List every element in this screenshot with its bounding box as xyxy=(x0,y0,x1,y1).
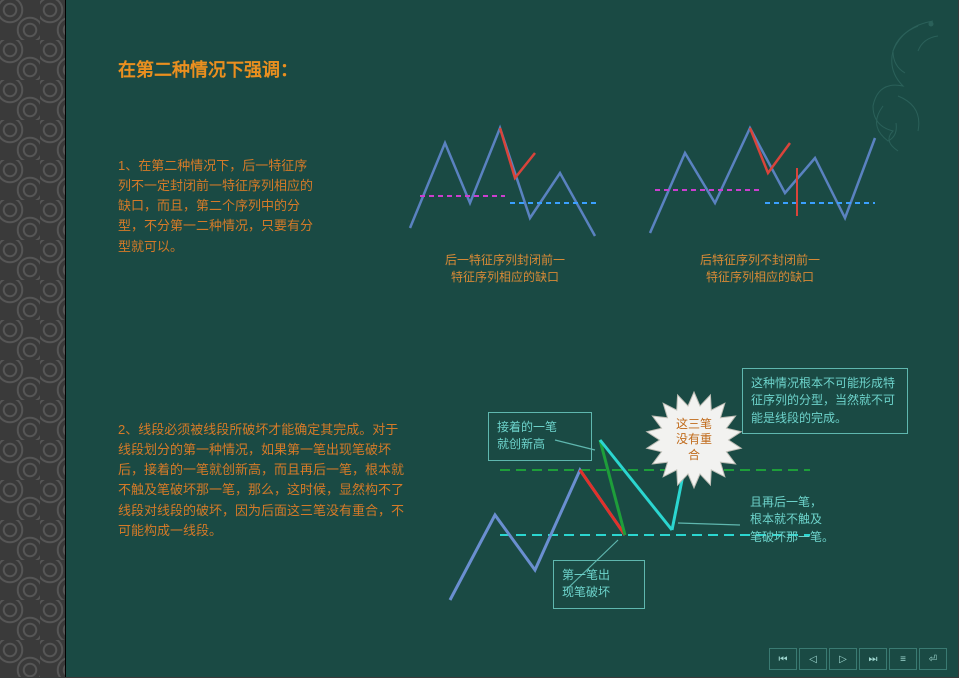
starburst-callout: 这三笔没有重合 xyxy=(640,386,748,494)
slide-title: 在第二种情况下强调： xyxy=(118,56,298,82)
chart-2 xyxy=(640,118,880,248)
chart-1 xyxy=(400,118,610,248)
nav-prev-button[interactable]: ◁ xyxy=(799,648,827,670)
nav-last-button[interactable]: ⏭ xyxy=(859,648,887,670)
paragraph-2: 2、线段必须被线段所破坏才能确定其完成。对于线段划分的第一种情况，如果第一笔出现… xyxy=(118,420,408,541)
nav-close-button[interactable]: ⏎ xyxy=(919,648,947,670)
paragraph-1: 1、在第二种情况下，后一特征序列不一定封闭前一特征序列相应的缺口，而且，第二个序… xyxy=(118,156,318,257)
callout-first-break: 第一笔出现笔破坏 xyxy=(553,560,645,609)
starburst-text: 这三笔没有重合 xyxy=(676,417,712,464)
callout-no-touch: 且再后一笔，根本就不触及笔破坏那一笔。 xyxy=(742,488,870,552)
callout-new-high: 接着的一笔就创新高 xyxy=(488,412,592,461)
chart-1-caption: 后一特征序列封闭前一特征序列相应的缺口 xyxy=(400,252,610,286)
nav-menu-button[interactable]: ≡ xyxy=(889,648,917,670)
chart-2-caption: 后特征序列不封闭前一特征序列相应的缺口 xyxy=(640,252,880,286)
callout-conclusion: 这种情况根本不可能形成特征序列的分型，当然就不可能是线段的完成。 xyxy=(742,368,908,434)
nav-next-button[interactable]: ▷ xyxy=(829,648,857,670)
sidebar-pattern xyxy=(0,0,66,678)
nav-first-button[interactable]: ⏮ xyxy=(769,648,797,670)
nav-controls: ⏮◁▷⏭≡⏎ xyxy=(769,648,947,670)
